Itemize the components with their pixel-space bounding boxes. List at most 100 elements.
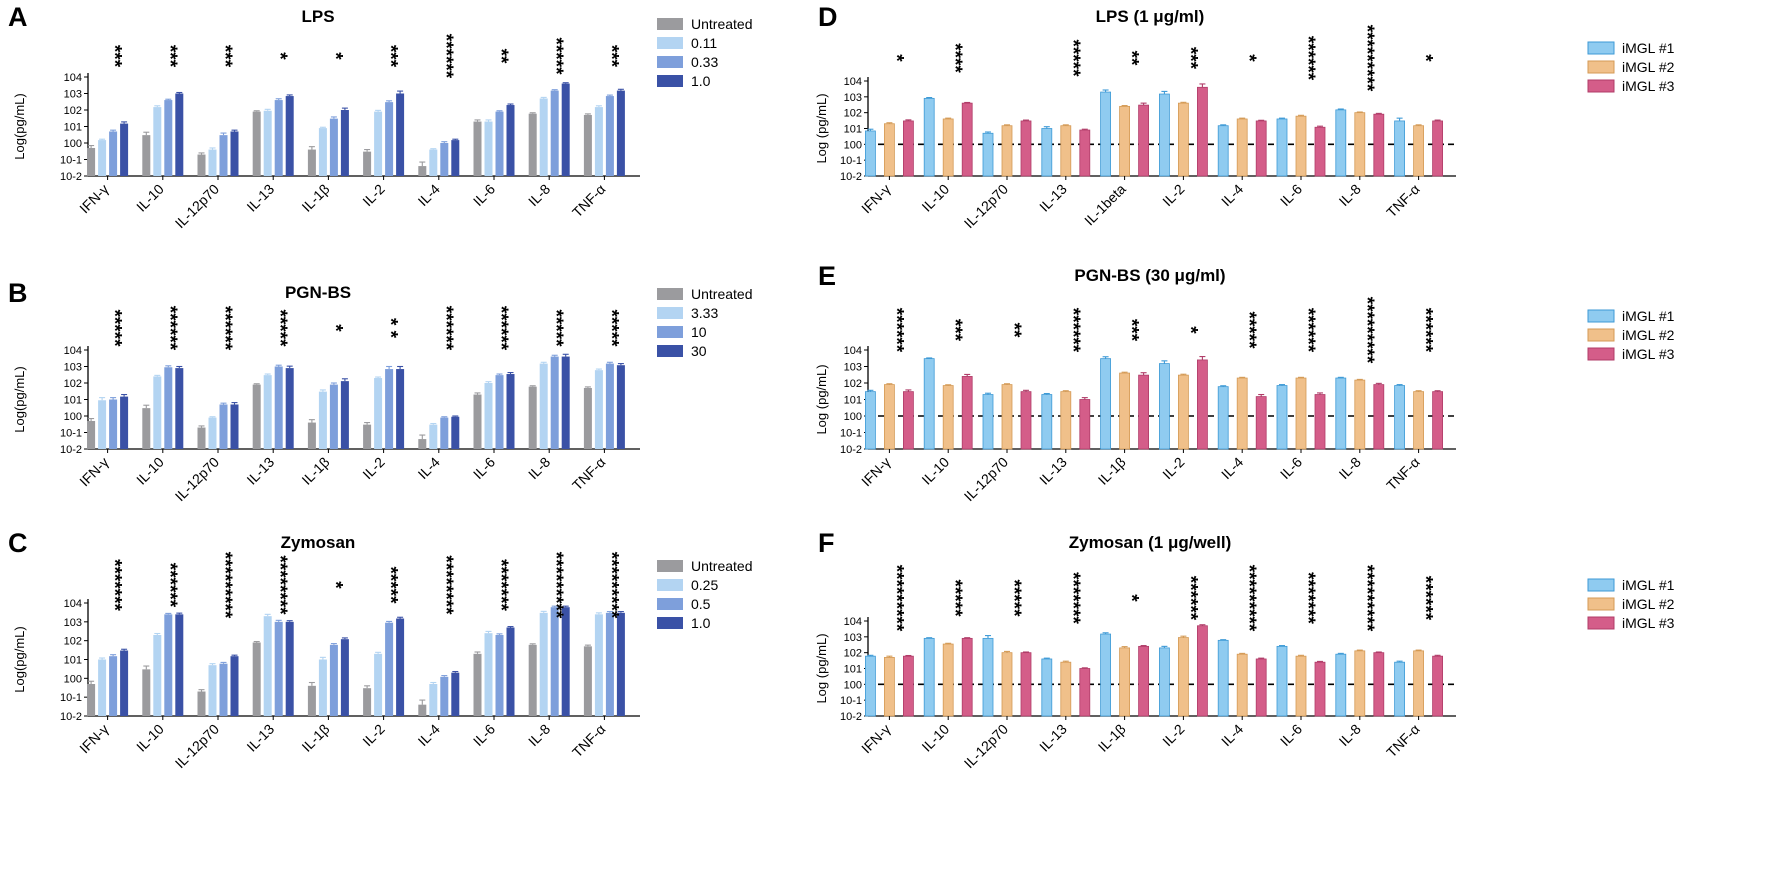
significance-stars: ***** <box>1238 312 1259 350</box>
y-tick-label: 104 <box>64 72 82 84</box>
bar-3-3 <box>285 621 294 716</box>
bar-6-0 <box>418 439 427 449</box>
significance-stars: *** <box>944 319 965 342</box>
significance-stars: ****** <box>1062 308 1083 353</box>
bar-7-1 <box>1295 655 1307 717</box>
bar-4-1 <box>1119 647 1130 717</box>
significance-stars: ***** <box>545 310 566 348</box>
bar-2-2 <box>1020 120 1032 177</box>
bar-2-2 <box>1020 652 1032 717</box>
legend-swatch <box>657 75 683 87</box>
bar-9-0 <box>1394 661 1405 717</box>
category-label: IL-4 <box>415 454 444 483</box>
bar-1-0 <box>142 669 151 716</box>
category-label: IL-12p70 <box>961 181 1012 232</box>
bar-9-0 <box>1394 385 1405 450</box>
legend-label: 30 <box>691 343 707 359</box>
legend-swatch <box>657 37 683 49</box>
bar-7-2 <box>495 375 504 449</box>
category-label: IL-12p70 <box>961 454 1012 505</box>
bar-7-3 <box>506 105 515 176</box>
legend-swatch <box>1587 41 1615 55</box>
significance-stars: ******* <box>1297 572 1318 624</box>
bar-9-2 <box>1432 120 1443 177</box>
category-label: IL-4 <box>1218 721 1247 750</box>
bar-6-3 <box>451 672 460 716</box>
category-label: IFN-γ <box>76 181 112 217</box>
y-tick-label: 10-2 <box>60 711 82 723</box>
category-label: IFN-γ <box>76 721 112 757</box>
category-label: IL-4 <box>415 721 444 750</box>
bar-3-3 <box>285 96 294 176</box>
bar-5-1 <box>1178 374 1189 450</box>
bar-5-1 <box>1178 102 1189 177</box>
bar-0-2 <box>903 655 914 717</box>
legend-label: 10 <box>691 324 707 340</box>
significance-stars: ***** <box>1003 580 1024 618</box>
category-label: IL-10 <box>918 721 952 755</box>
bar-1-1 <box>153 634 162 716</box>
panel-letter: C <box>8 528 28 558</box>
category-label: TNF-α <box>1383 454 1423 494</box>
significance-stars: ***** <box>944 580 965 618</box>
bar-2-0 <box>982 637 994 717</box>
legend-label: 1.0 <box>691 73 711 89</box>
bar-8-0 <box>1335 377 1347 450</box>
chart-panel-c: C Zymosan Log(pg/mL) 10-2 10-1 100 101 102 103 10… <box>8 528 752 771</box>
bar-8-3 <box>561 83 570 176</box>
chart-title: Zymosan (1 μg/well) <box>1069 533 1232 552</box>
bar-4-1 <box>318 391 327 449</box>
bar-2-2 <box>219 404 228 449</box>
bar-7-1 <box>484 121 493 176</box>
y-tick-label: 102 <box>64 105 82 117</box>
y-tick-label: 102 <box>844 648 862 660</box>
legend-swatch <box>657 56 683 68</box>
y-tick-label: 103 <box>64 362 82 374</box>
bar-0-2 <box>109 399 118 449</box>
significance-stars: * <box>324 581 345 589</box>
bar-5-2 <box>385 369 394 449</box>
y-tick-label: 10-1 <box>60 155 82 167</box>
legend-label: iMGL #1 <box>1622 40 1675 56</box>
bar-3-0 <box>1041 394 1053 450</box>
bar-8-2 <box>550 90 559 176</box>
bar-0-1 <box>884 657 895 717</box>
legend-label: iMGL #1 <box>1622 577 1675 593</box>
significance-stars: ******** <box>269 555 290 615</box>
bar-6-0 <box>1217 386 1229 450</box>
bar-2-0 <box>197 691 206 716</box>
bar-9-0 <box>583 646 592 716</box>
legend-label: 0.5 <box>691 596 711 612</box>
y-tick-label: 104 <box>844 76 862 88</box>
legend-label: iMGL #2 <box>1622 596 1675 612</box>
bar-7-2 <box>1314 394 1326 450</box>
bar-1-1 <box>942 118 954 177</box>
significance-stars: ********* <box>214 552 235 619</box>
bar-9-1 <box>594 370 603 449</box>
y-tick-label: 10-2 <box>60 444 82 456</box>
bar-1-3 <box>175 368 184 449</box>
bar-4-2 <box>1138 104 1149 177</box>
bar-5-0 <box>363 688 372 716</box>
bar-3-1 <box>263 110 272 176</box>
y-axis-label: Log (pg/mL) <box>814 93 829 163</box>
legend-label: Untreated <box>691 286 752 302</box>
bar-6-1 <box>429 149 438 176</box>
category-label: IL-1β <box>1095 454 1129 488</box>
bar-2-0 <box>982 394 994 450</box>
bar-8-1 <box>1354 112 1366 177</box>
bar-6-2 <box>440 143 449 176</box>
bar-7-0 <box>1276 645 1288 717</box>
bar-7-0 <box>1276 118 1288 177</box>
legend-swatch <box>1587 578 1615 592</box>
significance-stars: ******* <box>490 559 511 611</box>
bar-9-0 <box>583 387 592 449</box>
bar-2-0 <box>982 132 994 177</box>
bar-3-0 <box>252 642 261 716</box>
y-tick-label: 101 <box>844 664 862 676</box>
significance-stars: ****** <box>490 306 511 351</box>
bar-8-0 <box>528 386 537 449</box>
bar-8-0 <box>1335 653 1347 717</box>
bar-0-0 <box>865 655 876 717</box>
